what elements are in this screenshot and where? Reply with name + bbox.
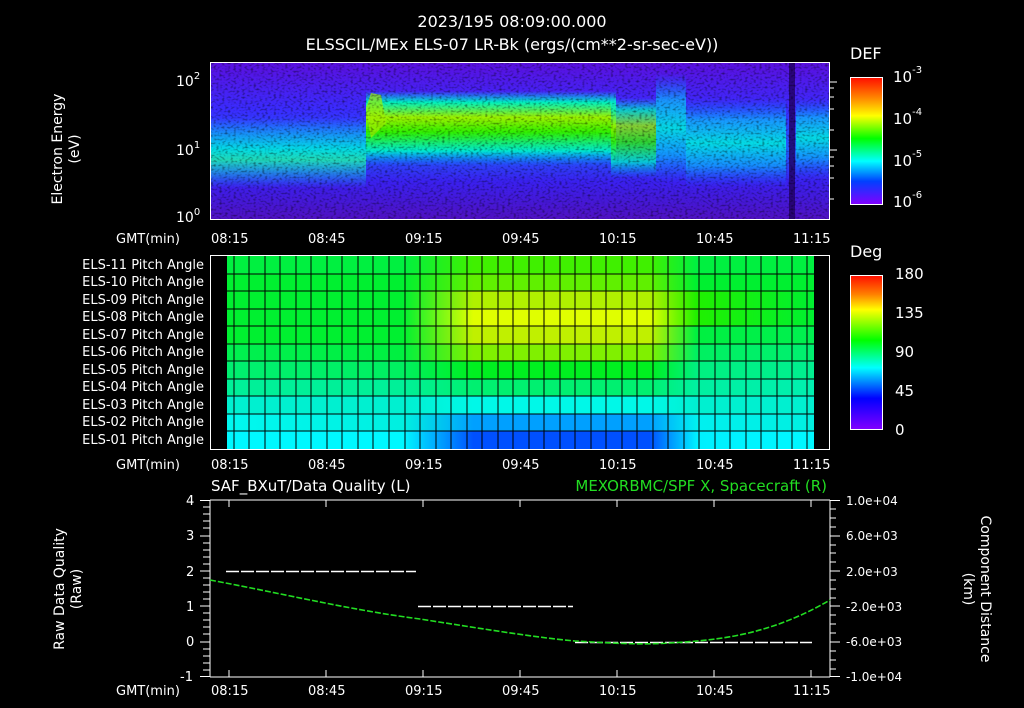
panel3-right-ytick: 2.0e+03	[846, 565, 898, 579]
row-label: ELS-08 Pitch Angle	[82, 310, 204, 325]
panel1-ytick-1: 100	[176, 207, 201, 226]
row-label: ELS-11 Pitch Angle	[82, 258, 204, 273]
row-label: ELS-04 Pitch Angle	[82, 380, 204, 395]
panel1-ylabel: Electron Energy (eV)	[50, 74, 86, 224]
panel2-xtick: 09:15	[405, 458, 443, 473]
row-label: ELS-09 Pitch Angle	[82, 293, 204, 308]
pitch-angle-heatmap	[227, 256, 814, 449]
panel1-xtick: 10:45	[696, 232, 734, 247]
colorbar1-tick: 10-4	[893, 107, 923, 128]
panel2-xtick: 10:45	[696, 458, 734, 473]
panel1-ytick-10: 101	[176, 140, 201, 159]
panel1-ylabel-line1: Electron Energy	[50, 93, 66, 205]
colorbar2-tick: 180	[895, 265, 924, 283]
panel1-xaxis-label: GMT(min)	[116, 232, 180, 247]
panel3-xtick: 08:15	[211, 684, 249, 699]
panel1-xtick: 09:45	[502, 232, 540, 247]
panel1-title: ELSSCIL/MEx ELS-07 LR-Bk (ergs/(cm**2-sr…	[305, 35, 719, 54]
panel1-xtick: 09:15	[405, 232, 443, 247]
panel3-left-ytick: 0	[186, 635, 195, 650]
panel3-left-ytick: 2	[186, 565, 195, 580]
panel3-xtick: 09:15	[405, 684, 443, 699]
panel3-left-ylabel: Raw Data Quality (Raw)	[52, 514, 88, 664]
panel3-lineplot	[200, 499, 840, 678]
panel1-xtick: 10:15	[599, 232, 637, 247]
panel3-xtick: 10:45	[696, 684, 734, 699]
row-label: ELS-07 Pitch Angle	[82, 328, 204, 343]
colorbar1-def	[850, 77, 883, 205]
panel2-xaxis-label: GMT(min)	[116, 458, 180, 473]
panel2-xtick: 08:45	[308, 458, 346, 473]
colorbar1-tick: 10-6	[893, 190, 923, 211]
panel3-right-ytick: -1.0e+04	[846, 670, 903, 684]
colorbar2-tick: 45	[895, 382, 915, 400]
panel3-xaxis-label: GMT(min)	[116, 684, 180, 699]
panel3-xtick: 10:15	[599, 684, 637, 699]
panel3-left-ylabel-line1: Raw Data Quality	[52, 528, 68, 650]
plot-timestamp: 2023/195 08:09:00.000	[417, 12, 607, 31]
row-label: ELS-10 Pitch Angle	[82, 275, 204, 290]
panel3-left-ytick: 3	[186, 529, 195, 544]
colorbar2-tick: 135	[895, 304, 924, 322]
panel3-right-ytick: 1.0e+04	[846, 494, 898, 508]
pitch-angle-plot	[210, 255, 830, 450]
row-label: ELS-02 Pitch Angle	[82, 415, 204, 430]
panel1-xtick: 11:15	[793, 232, 831, 247]
panel2-xtick: 10:15	[599, 458, 637, 473]
panel3-left-ytick: 1	[186, 600, 195, 615]
spacecraft-x-series	[209, 579, 831, 645]
colorbar1-tick: 10-3	[893, 65, 923, 86]
panel3-right-ylabel-line1: Component Distance	[977, 515, 993, 663]
row-label: ELS-01 Pitch Angle	[82, 433, 204, 448]
panel3-xtick: 09:45	[502, 684, 540, 699]
panel3-right-ytick: 6.0e+03	[846, 529, 898, 543]
panel1-right-axis	[829, 81, 837, 200]
panel3-right-ytick: -2.0e+03	[846, 600, 903, 614]
panel3-left-ytick: 4	[186, 494, 195, 509]
panel1-xtick: 08:45	[308, 232, 346, 247]
panel3-right-title: MEXORBMC/SPF X, Spacecraft (R)	[575, 477, 827, 495]
row-label: ELS-05 Pitch Angle	[82, 363, 204, 378]
panel3-left-ylabel-line2: (Raw)	[69, 568, 85, 610]
colorbar2-tick: 0	[895, 421, 905, 439]
spectrogram-image	[211, 63, 829, 219]
colorbar2-tick: 90	[895, 343, 915, 361]
panel3-left-ytick: -1	[180, 670, 193, 685]
panel1-xtick: 08:15	[211, 232, 249, 247]
spectrogram-plot	[210, 62, 830, 220]
colorbar2-title: Deg	[850, 242, 883, 261]
panel3-right-ylabel: Component Distance (km)	[957, 504, 993, 674]
panel2-xtick: 09:45	[502, 458, 540, 473]
panel3-xtick: 08:45	[308, 684, 346, 699]
colorbar2-deg	[850, 275, 883, 430]
colorbar1-title: DEF	[850, 44, 882, 63]
row-label: ELS-03 Pitch Angle	[82, 398, 204, 413]
panel3-right-ylabel-line2: (km)	[960, 572, 976, 606]
panel3-right-ytick: -6.0e+03	[846, 635, 903, 649]
colorbar1-tick: 10-5	[893, 149, 923, 170]
panel3-xtick: 11:15	[793, 684, 831, 699]
panel3-left-title: SAF_BXuT/Data Quality (L)	[211, 477, 411, 495]
panel1-ylabel-line2: (eV)	[67, 134, 83, 164]
panel1-ytick-100: 102	[176, 71, 201, 90]
panel2-xtick: 11:15	[793, 458, 831, 473]
row-label: ELS-06 Pitch Angle	[82, 345, 204, 360]
panel2-xtick: 08:15	[211, 458, 249, 473]
data-quality-series	[226, 570, 812, 644]
